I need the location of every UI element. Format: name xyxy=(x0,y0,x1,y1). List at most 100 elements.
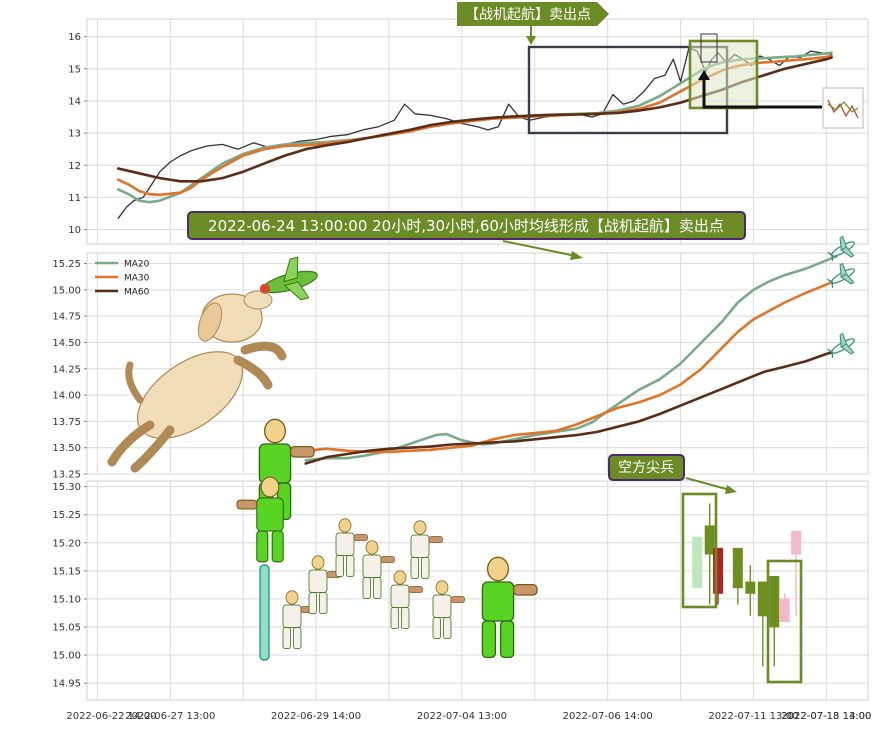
candle-highlight-frame xyxy=(681,492,718,609)
fighter-sprite xyxy=(236,476,284,563)
fighter-sprite-small xyxy=(410,520,443,579)
small-marker-box xyxy=(700,33,718,63)
series-line-ma60 xyxy=(304,349,839,465)
fighter-torso xyxy=(432,594,452,618)
fighter-head xyxy=(311,555,325,570)
mid-banner-pointer-head xyxy=(570,251,583,260)
fighter-arm xyxy=(353,534,368,541)
fighter-leg xyxy=(499,620,515,659)
highlight-box xyxy=(688,39,759,110)
y-tick-label: 13.25 xyxy=(52,470,81,481)
fighter-leg xyxy=(293,627,302,649)
fighter-leg xyxy=(271,530,284,563)
fighter-sprite-small xyxy=(362,540,395,599)
candle-body xyxy=(713,547,724,594)
fighter-head xyxy=(413,520,427,535)
x-tick-label: 2022-07-11 13:00 xyxy=(708,711,798,722)
bottom-tag-label: 空方尖兵 xyxy=(618,460,674,476)
plane-tail xyxy=(827,348,834,358)
fighter-head xyxy=(486,556,510,582)
fighter-head xyxy=(338,518,352,533)
fighter-torso xyxy=(390,584,410,608)
fighter-torso xyxy=(362,554,382,578)
y-tick-label: 15.10 xyxy=(52,594,81,605)
plane-icon xyxy=(827,262,855,288)
fighter-leg xyxy=(443,617,452,639)
fighter-arm xyxy=(512,583,538,596)
x-tick-label: 2022-06-22 14:00 xyxy=(66,711,156,722)
y-tick-label: 16 xyxy=(68,32,81,43)
fighter-arm xyxy=(428,536,443,543)
y-tick-label: 15.20 xyxy=(52,538,81,549)
fighter-arm xyxy=(236,499,258,510)
y-tick-label: 15.30 xyxy=(52,482,81,493)
fighter-leg xyxy=(390,607,399,629)
x-tick-label: 2022-07-18 13:00 xyxy=(781,711,871,722)
mid-banner-label: 2022-06-24 13:00:00 20小时,30小时,60小时均线形成【战… xyxy=(208,217,724,235)
fighter-leg xyxy=(481,620,497,659)
x-tick-label: 2022-07-04 13:00 xyxy=(417,711,507,722)
plane-wing xyxy=(840,343,855,355)
fighter-leg xyxy=(410,557,419,579)
fighter-head xyxy=(365,540,379,555)
y-tick-label: 15.25 xyxy=(52,510,81,521)
fighter-leg xyxy=(346,555,355,577)
toy-plane-propeller xyxy=(259,283,270,294)
y-tick-label: 15.05 xyxy=(52,623,81,634)
x-tick-label: 2022-06-27 13:00 xyxy=(125,711,215,722)
fighter-head xyxy=(263,418,287,444)
y-tick-label: 13.50 xyxy=(52,443,81,454)
candle-body xyxy=(791,531,802,555)
dog-front-leg xyxy=(233,355,273,390)
fighter-arm xyxy=(450,596,465,603)
plane-icon xyxy=(827,235,855,261)
fighter-leg xyxy=(282,627,291,649)
x-tick-label: 2022-07-06 14:00 xyxy=(563,711,653,722)
fighter-leg xyxy=(421,557,430,579)
fighter-leg xyxy=(432,617,441,639)
fighter-sprite-small xyxy=(282,590,315,649)
legend-label: MA30 xyxy=(124,274,150,284)
energy-beam xyxy=(259,564,270,661)
x-tick-label: 2022-06-29 14:00 xyxy=(271,711,361,722)
mid-banner-pointer xyxy=(502,240,577,257)
fighter-torso xyxy=(258,443,292,484)
thumbnail-icon xyxy=(822,87,864,129)
top-tag-label: 【战机起航】卖出点 xyxy=(465,7,591,23)
signal-arrow xyxy=(702,78,822,109)
toy-plane-wing xyxy=(282,256,299,283)
fighter-sprite xyxy=(481,556,538,659)
y-tick-label: 14.25 xyxy=(52,364,81,375)
panel-middle: 13.25 13.50 13.75 14.00 14.25 14.50 14.75 15.00… xyxy=(52,252,869,481)
series-line-ma20 xyxy=(304,254,839,462)
fighter-sprite-small xyxy=(335,518,368,577)
dog-tail xyxy=(125,361,144,404)
bottom-tag-pointer xyxy=(685,477,731,491)
y-tick-label: 15.00 xyxy=(52,651,81,662)
fighter-leg xyxy=(256,530,269,563)
fighter-leg xyxy=(362,577,371,599)
fighter-arm xyxy=(289,445,315,458)
fighter-leg xyxy=(373,577,382,599)
fighter-torso xyxy=(481,581,515,622)
fighter-head xyxy=(435,580,449,595)
fighter-torso xyxy=(410,534,430,558)
fighter-arm xyxy=(380,556,395,563)
legend-label: MA20 xyxy=(124,260,150,270)
candle-body xyxy=(769,575,780,628)
y-tick-label: 14 xyxy=(68,96,81,107)
y-tick-label: 14.00 xyxy=(52,391,81,402)
y-tick-label: 14.50 xyxy=(52,338,81,349)
fighter-arm xyxy=(408,586,423,593)
fighter-torso xyxy=(308,569,328,593)
plane-wing xyxy=(840,246,855,258)
legend: MA20 MA30 MA60 xyxy=(95,260,150,298)
y-tick-label: 14.75 xyxy=(52,312,81,323)
y-tick-label: 11 xyxy=(68,193,81,204)
candle-highlight-frame xyxy=(766,559,803,684)
dog-snout xyxy=(243,290,273,310)
fighter-sprite-small xyxy=(390,570,423,629)
dog-front-leg xyxy=(240,341,287,361)
fighter-torso xyxy=(335,532,355,556)
